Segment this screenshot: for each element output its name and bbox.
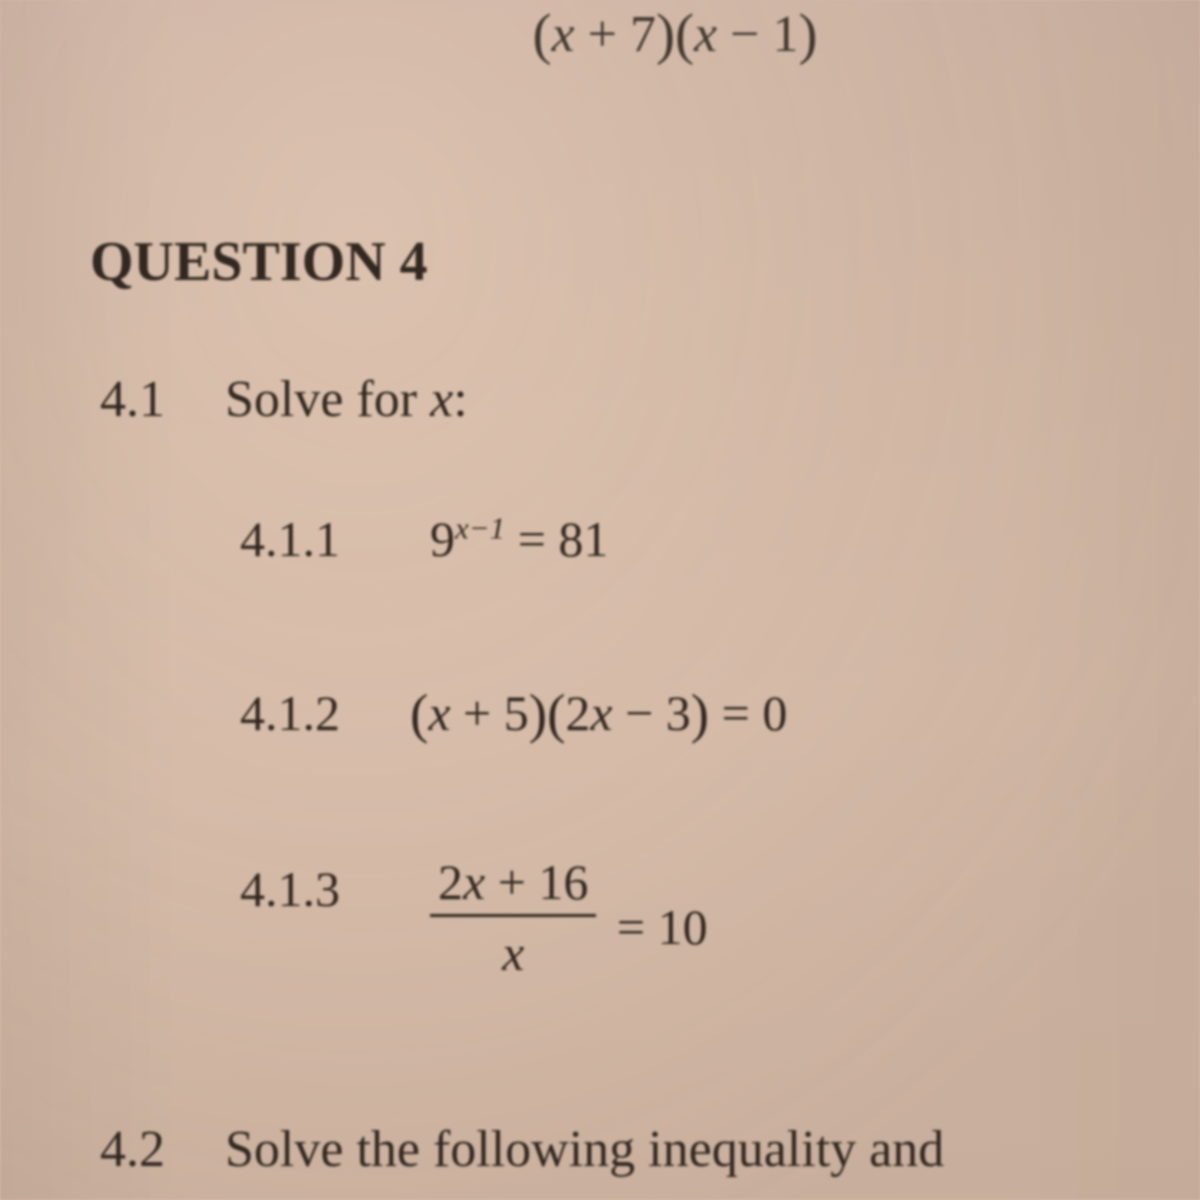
question-412-number: 4.1.2 [240, 685, 340, 741]
paper-shading-overlay-2 [0, 0, 1200, 1200]
question-41-number: 4.1 [100, 371, 165, 428]
question-42-text: Solve the following inequality and [225, 1121, 944, 1178]
left-paren-1: ( [532, 3, 551, 66]
eq413-num-var: x [463, 854, 485, 910]
question-413: 4.1.3 2x + 16 x = 10 [240, 855, 708, 983]
term1-op: + 7 [575, 6, 656, 63]
eq413-num-rest: + 16 [485, 854, 588, 910]
question-411: 4.1.1 9x−1 = 81 [240, 510, 608, 568]
question-412: 4.1.2(x + 5)(2x − 3) = 0 [240, 680, 787, 743]
term2-op: − 1 [717, 6, 798, 63]
eq413-denominator: x [430, 917, 596, 983]
eq413-equals: = 10 [617, 898, 708, 956]
eq411-exponent: x−1 [455, 510, 505, 545]
question-41: 4.1 Solve for x: [100, 370, 468, 429]
top-fragment-expression: (x + 7)(x − 1) [0, 0, 1200, 65]
question-411-equation: 9x−1 = 81 [430, 511, 608, 567]
question-411-number: 4.1.1 [240, 511, 340, 567]
question-42: 4.2 Solve the following inequality and [100, 1120, 944, 1179]
eq412-equals: = 0 [709, 685, 787, 741]
right-paren-2: ) [798, 3, 817, 66]
question-413-equation: 2x + 16 x = 10 [430, 855, 708, 983]
eq413-numerator: 2x + 16 [430, 855, 596, 917]
eq412-var2: x [590, 685, 612, 741]
question-heading: QUESTION 4 [90, 230, 428, 294]
eq412-first2: 2 [565, 685, 590, 741]
variable-x-1: x [552, 6, 575, 63]
question-42-number: 4.2 [100, 1121, 165, 1178]
question-41-colon: : [453, 371, 467, 428]
eq411-equals: = 81 [505, 511, 608, 567]
question-41-text: Solve for [225, 371, 430, 428]
eq412-lp1: ( [410, 683, 428, 744]
question-41-var: x [430, 371, 453, 428]
eq412-var1: x [428, 685, 450, 741]
question-412-equation: (x + 5)(2x − 3) = 0 [410, 685, 787, 741]
eq412-rp2: ) [691, 683, 709, 744]
eq413-fraction: 2x + 16 x [430, 855, 596, 983]
eq412-rp1: ) [529, 683, 547, 744]
question-413-number: 4.1.3 [240, 860, 340, 918]
variable-x-2: x [694, 6, 717, 63]
eq412-rest1: + 5 [451, 685, 529, 741]
eq412-rest2: − 3 [613, 685, 691, 741]
right-paren-1: ) [656, 3, 675, 66]
eq411-base: 9 [430, 511, 455, 567]
eq413-num-first: 2 [438, 854, 463, 910]
paper-shading-overlay [0, 0, 1200, 1200]
left-paren-2: ( [675, 3, 694, 66]
eq412-lp2: ( [547, 683, 565, 744]
